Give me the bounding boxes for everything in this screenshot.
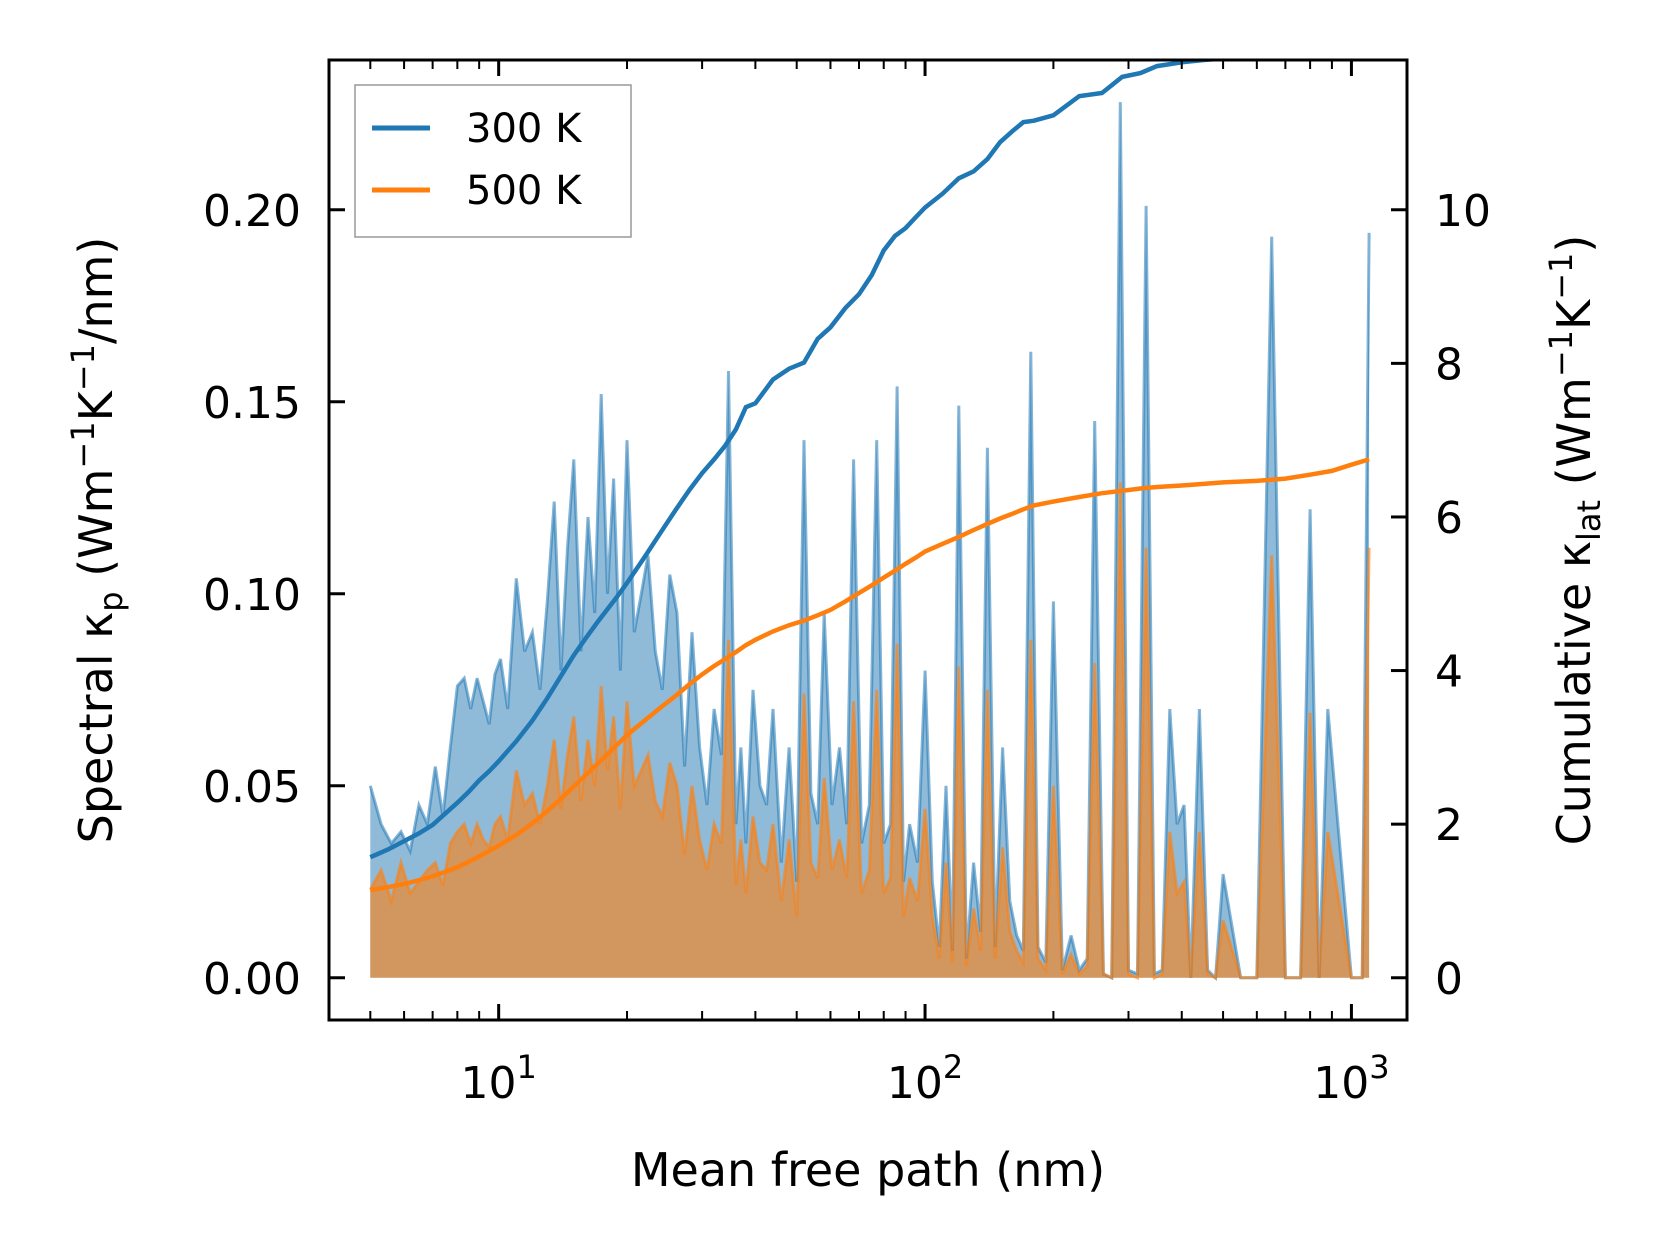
cumulative-line-300k [369,60,1227,860]
y-right-tick-label: 4 [1435,647,1463,698]
y-right-tick-label: 6 [1435,493,1463,544]
x-tick-label: 103 [1313,1048,1389,1109]
y-left-tick-label: 0.05 [203,762,301,813]
x-axis-label: Mean free path (nm) [631,1143,1105,1197]
y-right-tick-label: 8 [1435,339,1463,390]
y-left-tick-label: 0.15 [203,378,301,429]
x-tick-label: 101 [460,1048,536,1109]
legend-label-300k: 300 K [466,106,583,152]
plot-frame [327,58,1409,1022]
y-axis-label-left: Spectral κp (Wm−1K−1/nm) [64,237,130,844]
legend: 300 K 500 K [354,84,632,238]
y-axis-label-right: Cumulative κlat (Wm−1K−1) [1542,235,1608,846]
legend-box [354,84,632,238]
legend-label-500k: 500 K [466,168,583,214]
x-tick-label: 102 [887,1048,963,1109]
y-left-tick-label: 0.20 [203,186,301,237]
axis-ticks: 101 102 103 0.00 0.05 0.10 0.15 0.20 0 2 4 6 8 10 [203,60,1491,1109]
y-right-tick-label: 10 [1435,186,1491,237]
spectral-line-300k [368,102,1371,982]
cumulative-line-500k [369,457,1370,893]
y-left-tick-label: 0.00 [203,954,301,1005]
spectral-line-500k [368,482,1371,981]
y-right-tick-label: 0 [1435,954,1463,1005]
y-right-tick-label: 2 [1435,800,1463,851]
y-left-tick-label: 0.10 [203,570,301,621]
